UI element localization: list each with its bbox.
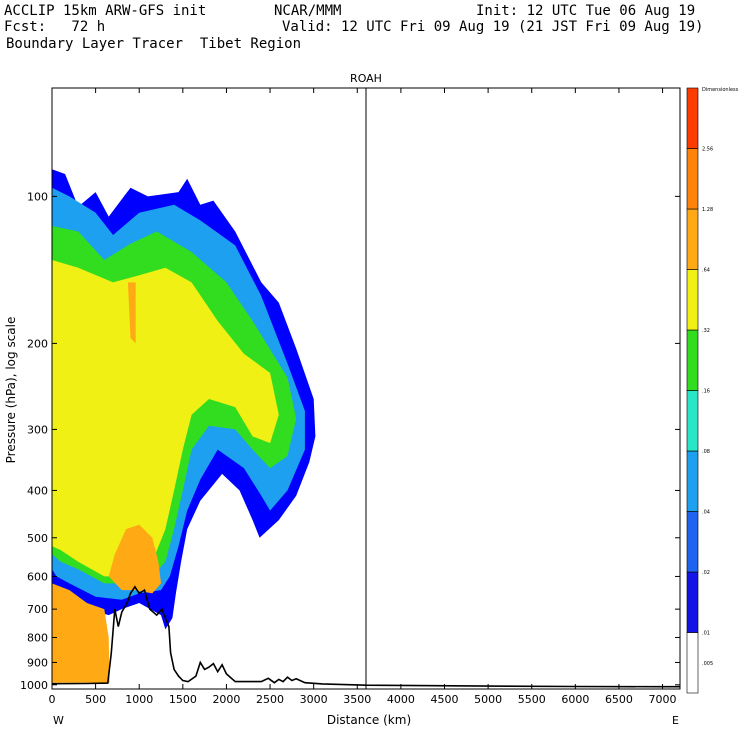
colorbar-level-label: .32 [702,328,710,334]
colorbar-segment [686,87,699,149]
init-label: Init: 12 UTC Tue 06 Aug 19 [476,3,696,19]
y-tick-label: 500 [27,532,48,545]
colorbar-segment [686,148,699,210]
y-tick-label: 200 [27,337,48,350]
y-tick-label: 700 [27,603,48,616]
colorbar-level-label: .04 [702,510,710,516]
y-tick-label: 100 [27,190,48,203]
tracer-contour-5 [52,583,110,683]
y-tick-label: 400 [27,484,48,497]
x-tick-label: 4500 [431,693,459,706]
y-tick-label: 800 [27,631,48,644]
x-tick-label: 500 [85,693,106,706]
colorbar-segment [686,450,699,512]
product-label: Boundary Layer Tracer Tibet Region [6,36,302,52]
y-axis-label: Pressure (hPa), log scale [4,317,18,464]
model-label: ACCLIP 15km ARW-GFS init [4,3,207,19]
x-tick-label: 1500 [169,693,197,706]
x-tick-label: 2000 [212,693,240,706]
colorbar-level-label: .08 [702,449,710,455]
colorbar-level-label: 2.56 [702,147,713,153]
x-tick-label: 4000 [387,693,415,706]
colorbar: .005 .01 .02 .04 .08 .16 .32 .64 1.28 2.56 Dimensi… [686,87,739,694]
x-tick-label: 1000 [125,693,153,706]
west-label: W [53,714,64,727]
colorbar-segment [686,390,699,452]
x-tick-label: 5500 [518,693,546,706]
valid-label: Valid: 12 UTC Fri 09 Aug 19 (21 JST Fri … [282,19,704,35]
x-tick-label: 5000 [474,693,502,706]
colorbar-level-label: .005 [702,661,713,667]
x-axis-label: Distance (km) [327,713,411,727]
colorbar-segment [686,511,699,573]
tracer-contour-3 [52,260,279,577]
east-label: E [672,714,679,727]
colorbar-level-label: .16 [702,389,710,395]
colorbar-segment [686,208,699,270]
x-tick-label: 7000 [649,693,677,706]
colorbar-segment [686,329,699,391]
y-tick-label: 600 [27,570,48,583]
chart-title: ROAH [350,72,382,85]
y-tick-label: 300 [27,423,48,436]
tracer-contour-6 [127,282,136,344]
org-label: NCAR/MMM [274,3,342,19]
colorbar-level-label: .02 [702,570,710,576]
colorbar-level-label: .01 [702,631,710,637]
x-tick-label: 6000 [561,693,589,706]
y-tick-label: 900 [27,656,48,669]
colorbar-segment [686,269,699,331]
x-tick-label: 3000 [300,693,328,706]
forecast-label: Fcst: 72 h [4,19,106,35]
tracer-contour-4 [108,524,161,594]
x-tick-label: 3500 [343,693,371,706]
plot-frame [51,87,681,690]
x-tick-label: 6500 [605,693,633,706]
terrain-line [52,585,680,688]
y-tick-label: 1000 [20,679,48,692]
x-tick-label: 2500 [256,693,284,706]
colorbar-segment [686,632,699,694]
colorbar-segment [686,571,699,633]
x-tick-label: 0 [49,693,56,706]
colorbar-level-label: .64 [702,268,710,274]
colorbar-title: Dimensionless [702,87,739,93]
colorbar-level-label: 1.28 [702,207,713,213]
